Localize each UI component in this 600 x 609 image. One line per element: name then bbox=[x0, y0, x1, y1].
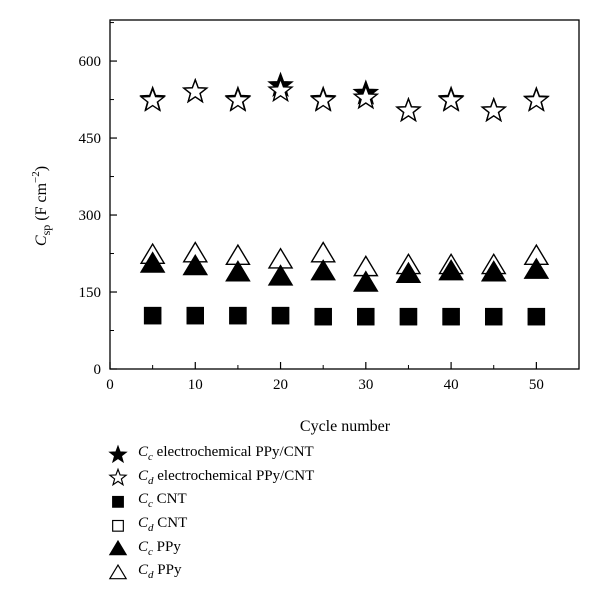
legend-subscript: c bbox=[148, 498, 153, 511]
marker-group bbox=[139, 71, 550, 326]
legend-prefix: C bbox=[138, 562, 149, 579]
chart-plot: 0 10 20 30 40 50 0 150 300 450 600 Cycle number Cs… bbox=[30, 19, 580, 435]
legend-item: Cd electrochemical PPy/CNT bbox=[108, 466, 314, 490]
data-point-star-open bbox=[395, 96, 422, 123]
legend-series-name: PPy bbox=[157, 562, 182, 579]
y-axis-units: (F cm bbox=[33, 182, 50, 220]
y-tick-label: 150 bbox=[79, 285, 102, 301]
y-axis-close: ) bbox=[33, 166, 50, 171]
data-point-triangle-filled bbox=[182, 253, 209, 276]
data-point-star-open bbox=[181, 77, 209, 104]
legend-prefix: C bbox=[138, 467, 149, 484]
x-tick-label: 10 bbox=[188, 377, 203, 393]
legend-item: Cd PPy bbox=[108, 560, 314, 584]
y-axis-subscript: sp bbox=[39, 225, 53, 236]
data-point-triangle-filled bbox=[480, 260, 507, 282]
data-point-square-filled bbox=[314, 307, 332, 326]
legend-label: Cd electrochemical PPy/CNT bbox=[138, 468, 314, 487]
data-point-star-open bbox=[437, 86, 465, 112]
legend-label: Cc PPy bbox=[138, 539, 181, 558]
data-point-triangle-open bbox=[310, 241, 336, 263]
y-axis-symbol: C bbox=[33, 235, 50, 246]
legend-marker-star bbox=[108, 444, 128, 463]
legend-square-icon bbox=[112, 495, 124, 508]
x-tick-label: 0 bbox=[106, 377, 114, 393]
data-point-triangle-filled bbox=[395, 261, 422, 284]
data-point-star-open bbox=[352, 83, 380, 110]
data-point-square-filled bbox=[143, 306, 162, 325]
legend-marker-triangle bbox=[108, 563, 128, 580]
data-point-square-filled bbox=[399, 307, 418, 326]
data-point-square-filled bbox=[442, 307, 460, 326]
legend-subscript: d bbox=[148, 522, 154, 535]
y-tick-label: 450 bbox=[79, 131, 102, 147]
legend-prefix: C bbox=[138, 491, 149, 508]
legend-triangle-icon bbox=[108, 540, 128, 556]
legend-prefix: C bbox=[138, 538, 149, 555]
y-tick-label: 600 bbox=[79, 54, 102, 70]
legend-item: Cd CNT bbox=[108, 513, 314, 537]
x-tick-label: 20 bbox=[273, 377, 288, 393]
y-tick-label: 0 bbox=[94, 362, 102, 378]
data-point-triangle-filled bbox=[225, 260, 251, 282]
data-point-triangle-filled bbox=[353, 270, 379, 292]
legend-subscript: c bbox=[148, 451, 153, 464]
data-point-star-open bbox=[523, 86, 550, 112]
data-point-square-filled bbox=[527, 307, 546, 326]
data-point-triangle-filled bbox=[267, 264, 294, 286]
legend-label: Cc CNT bbox=[138, 491, 187, 510]
data-point-star-open bbox=[309, 86, 337, 112]
legend-marker-square bbox=[112, 495, 124, 508]
x-tick-label: 30 bbox=[358, 377, 373, 393]
legend-subscript: c bbox=[148, 545, 153, 558]
plot-frame bbox=[109, 19, 580, 370]
legend-subscript: d bbox=[148, 474, 154, 487]
legend-item: Cc PPy bbox=[108, 536, 314, 560]
legend-item: Cc electrochemical PPy/CNT bbox=[108, 442, 314, 466]
data-point-star-open bbox=[224, 86, 252, 112]
data-point-star-open bbox=[139, 86, 166, 112]
legend-prefix: C bbox=[138, 515, 149, 532]
data-point-square-filled bbox=[357, 307, 375, 326]
legend-label: Cd CNT bbox=[138, 515, 187, 534]
legend-square-icon bbox=[112, 519, 124, 532]
legend-marker-star bbox=[108, 468, 128, 487]
data-point-triangle-filled bbox=[523, 257, 550, 279]
legend-series-name: electrochemical PPy/CNT bbox=[157, 467, 315, 484]
legend-label: Cd PPy bbox=[138, 562, 181, 581]
legend-item: Cc CNT bbox=[108, 489, 314, 513]
legend-triangle-icon bbox=[108, 563, 128, 580]
data-point-square-filled bbox=[186, 306, 204, 325]
legend-star-icon bbox=[108, 444, 128, 463]
legend-series-name: PPy bbox=[156, 538, 181, 555]
y-axis-title: Csp (F cm−2) bbox=[30, 166, 53, 246]
legend-prefix: C bbox=[138, 444, 149, 461]
data-point-star-open bbox=[480, 96, 508, 123]
legend-star-icon bbox=[108, 468, 128, 487]
y-tick-label: 300 bbox=[79, 208, 102, 224]
data-point-square-filled bbox=[485, 307, 503, 326]
legend-series-name: CNT bbox=[156, 491, 187, 508]
x-axis-title: Cycle number bbox=[300, 418, 391, 435]
data-point-triangle-filled bbox=[310, 259, 336, 281]
legend-subscript: d bbox=[148, 569, 154, 582]
data-point-star-open bbox=[267, 76, 294, 103]
legend-label: Cc electrochemical PPy/CNT bbox=[138, 444, 314, 463]
y-axis-exponent: −2 bbox=[30, 171, 42, 183]
tick-group: 0 10 20 30 40 50 0 150 300 450 600 bbox=[79, 22, 544, 393]
x-tick-label: 40 bbox=[444, 377, 459, 393]
legend-marker-square bbox=[112, 519, 124, 532]
data-point-triangle-filled bbox=[139, 251, 166, 273]
legend-series-name: electrochemical PPy/CNT bbox=[156, 444, 314, 461]
data-point-square-filled bbox=[271, 306, 290, 325]
data-point-square-filled bbox=[229, 306, 247, 325]
legend: Cc electrochemical PPy/CNT Cd electrochem… bbox=[108, 442, 314, 584]
x-tick-label: 50 bbox=[529, 377, 544, 393]
legend-series-name: CNT bbox=[157, 515, 188, 532]
legend-marker-triangle bbox=[108, 540, 128, 556]
data-point-triangle-filled bbox=[438, 259, 464, 281]
